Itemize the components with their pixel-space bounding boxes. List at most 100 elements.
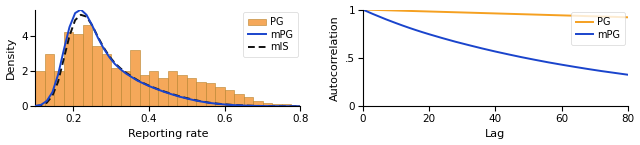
mPG xyxy=(153,88,161,90)
mPG xyxy=(365,12,373,13)
mPG xyxy=(145,85,153,87)
mPG xyxy=(412,29,420,31)
mPG xyxy=(100,47,108,49)
mIS xyxy=(140,82,147,84)
Bar xyxy=(291,105,301,106)
mPG xyxy=(111,63,119,65)
PG xyxy=(412,10,420,12)
mIS xyxy=(221,103,228,105)
mIS xyxy=(198,101,206,102)
PG xyxy=(425,11,433,12)
mIS xyxy=(153,88,161,90)
mPG xyxy=(221,104,228,105)
mIS xyxy=(88,25,96,26)
Line: mPG: mPG xyxy=(363,10,628,75)
mPG xyxy=(372,14,380,16)
Bar xyxy=(130,50,140,106)
mPG xyxy=(198,101,206,103)
mPG xyxy=(205,102,213,104)
PG xyxy=(571,15,579,17)
mIS xyxy=(37,105,45,106)
mPG xyxy=(571,66,579,68)
mPG xyxy=(94,37,102,39)
mPG xyxy=(213,103,221,105)
mPG xyxy=(492,51,499,52)
mPG xyxy=(66,26,74,28)
Bar xyxy=(54,71,64,106)
Bar xyxy=(225,90,234,106)
mIS xyxy=(236,104,244,106)
mIS xyxy=(106,55,113,57)
PG xyxy=(362,9,370,11)
Bar xyxy=(187,78,196,106)
mPG xyxy=(452,41,460,43)
Bar xyxy=(177,75,187,106)
mIS xyxy=(289,105,297,107)
mPG xyxy=(419,31,426,33)
PG xyxy=(376,9,383,11)
mPG xyxy=(362,10,370,12)
PG xyxy=(379,9,387,11)
mPG xyxy=(31,105,39,107)
Bar xyxy=(206,83,215,106)
mPG xyxy=(43,100,51,102)
Line: mIS: mIS xyxy=(35,15,301,106)
mIS xyxy=(266,105,274,107)
Bar xyxy=(35,71,45,106)
X-axis label: Reporting rate: Reporting rate xyxy=(128,129,208,139)
mPG xyxy=(382,18,390,20)
mPG xyxy=(71,12,79,14)
Bar xyxy=(83,25,92,106)
mPG xyxy=(183,98,191,99)
mIS xyxy=(160,91,168,92)
PG xyxy=(382,9,390,11)
mIS xyxy=(49,95,56,97)
Line: mPG: mPG xyxy=(35,10,301,106)
mIS xyxy=(252,105,259,107)
mPG xyxy=(252,105,259,107)
Y-axis label: Autocorrelation: Autocorrelation xyxy=(330,15,340,101)
mIS xyxy=(282,105,289,107)
Bar xyxy=(253,101,262,106)
Bar xyxy=(140,75,149,106)
mPG xyxy=(399,25,406,26)
PG xyxy=(545,14,552,16)
mPG xyxy=(160,91,168,93)
mIS xyxy=(274,105,282,107)
mPG xyxy=(405,27,413,29)
mPG xyxy=(134,80,141,82)
mPG xyxy=(228,104,236,106)
mPG xyxy=(128,76,136,78)
PG xyxy=(369,9,376,11)
Bar xyxy=(196,82,206,106)
PG xyxy=(388,10,396,11)
mPG xyxy=(611,72,618,74)
mPG xyxy=(584,68,592,70)
mPG xyxy=(88,25,96,26)
mPG xyxy=(478,48,486,49)
PG xyxy=(505,13,513,15)
mIS xyxy=(259,105,266,107)
PG xyxy=(492,13,499,14)
mPG xyxy=(558,64,566,66)
mIS xyxy=(116,68,124,69)
mPG xyxy=(116,68,124,70)
mPG xyxy=(465,44,473,46)
PG xyxy=(399,10,406,12)
Bar xyxy=(111,68,120,106)
Bar xyxy=(262,103,272,106)
mIS xyxy=(228,104,236,106)
PG xyxy=(372,9,380,11)
mPG xyxy=(106,56,113,58)
PG xyxy=(405,10,413,12)
mPG xyxy=(122,73,130,75)
PG xyxy=(624,16,632,18)
mIS xyxy=(77,14,84,16)
mPG xyxy=(168,93,175,95)
mPG xyxy=(598,70,605,72)
mIS xyxy=(43,102,51,104)
mPG xyxy=(385,20,393,21)
Y-axis label: Density: Density xyxy=(6,37,15,79)
mPG xyxy=(392,22,400,24)
mIS xyxy=(111,62,119,64)
